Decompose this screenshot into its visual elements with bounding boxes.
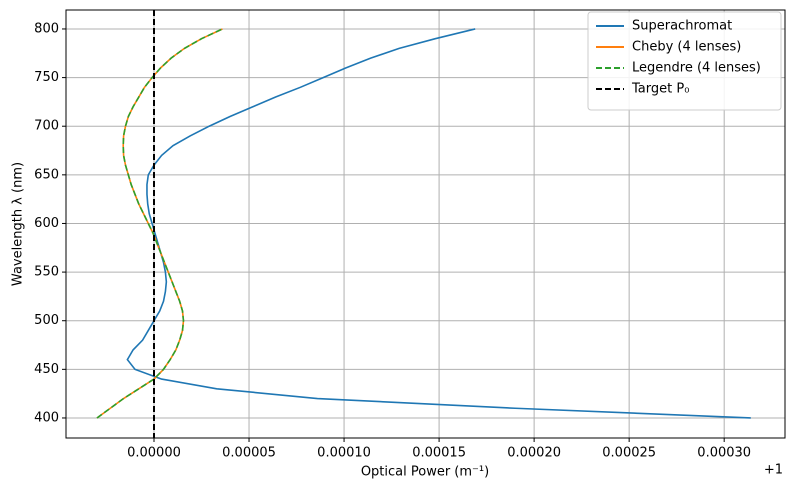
y-tick-label: 550 — [34, 265, 59, 280]
y-axis-label: Wavelength λ (nm) — [11, 162, 26, 286]
y-tick-label: 500 — [34, 313, 59, 328]
y-tick-label: 800 — [34, 21, 59, 36]
y-tick-label: 750 — [34, 70, 59, 85]
x-tick-label: 0.00025 — [602, 446, 656, 461]
x-tick-label: 0.00015 — [412, 446, 466, 461]
x-tick-label: 0.00020 — [507, 446, 561, 461]
x-tick-label: 0.00030 — [697, 446, 751, 461]
y-tick-label: 700 — [34, 119, 59, 134]
y-tick-label: 450 — [34, 362, 59, 377]
x-tick-label: 0.00005 — [222, 446, 276, 461]
series-line — [126, 28, 751, 419]
legend-label: Superachromat — [632, 19, 732, 34]
y-tick-label: 650 — [34, 167, 59, 182]
legend-label: Cheby (4 lenses) — [632, 40, 741, 55]
series-line — [96, 28, 223, 419]
y-tick-label: 400 — [34, 410, 59, 425]
x-offset-label: +1 — [764, 463, 783, 478]
legend-label: Target P₀ — [631, 82, 689, 97]
legend-box — [587, 11, 782, 111]
plot-frame — [65, 9, 786, 439]
legend-label: Legendre (4 lenses) — [632, 61, 761, 76]
x-tick-label: 0.00010 — [317, 446, 371, 461]
x-axis-label: Optical Power (m⁻¹) — [361, 465, 489, 480]
x-tick-label: 0.00000 — [127, 446, 181, 461]
y-tick-label: 600 — [34, 216, 59, 231]
